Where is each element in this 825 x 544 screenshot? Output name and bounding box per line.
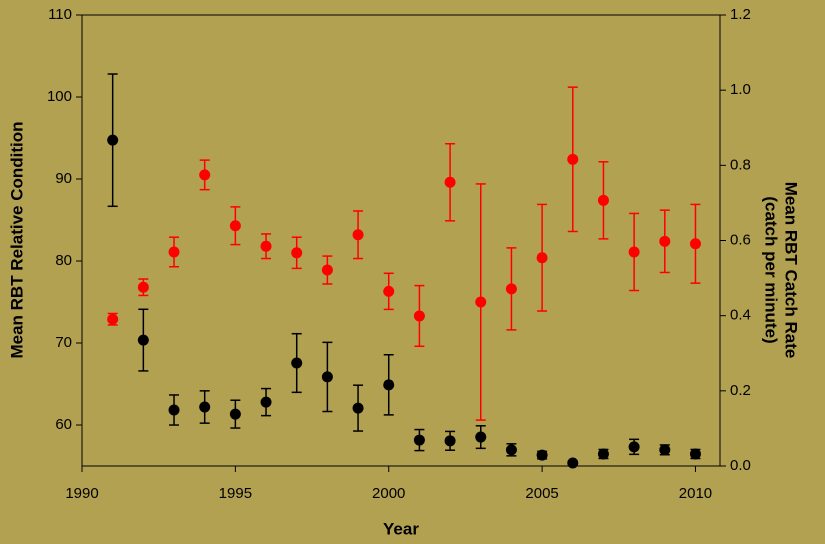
- x-tick-label: 1995: [219, 485, 252, 502]
- point: [689, 448, 701, 460]
- x-tick-label: 2010: [679, 485, 712, 502]
- point: [475, 296, 487, 308]
- y2-tick-label: 0.0: [730, 457, 751, 474]
- point: [597, 194, 609, 206]
- point: [567, 153, 579, 165]
- point: [107, 313, 119, 325]
- x-tick-label: 2005: [525, 485, 558, 502]
- point: [321, 371, 333, 383]
- point: [628, 246, 640, 258]
- x-axis-title: Year: [383, 519, 419, 538]
- point: [260, 396, 272, 408]
- point: [291, 247, 303, 259]
- point: [260, 240, 272, 252]
- point: [475, 431, 487, 443]
- point: [137, 334, 149, 346]
- point: [107, 134, 119, 146]
- point: [229, 220, 241, 232]
- point: [383, 379, 395, 391]
- point: [229, 408, 241, 420]
- point: [291, 357, 303, 369]
- y2-tick-label: 1.2: [730, 6, 751, 23]
- point: [137, 281, 149, 293]
- point: [413, 434, 425, 446]
- y2-tick-label: 0.2: [730, 382, 751, 399]
- y-tick-label: 80: [55, 252, 72, 269]
- point: [567, 457, 579, 469]
- x-tick-label: 2000: [372, 485, 405, 502]
- point: [413, 310, 425, 322]
- point: [628, 441, 640, 453]
- point: [659, 235, 671, 247]
- y-tick-label: 100: [47, 88, 72, 105]
- point: [659, 444, 671, 456]
- y-tick-label: 90: [55, 170, 72, 187]
- point: [352, 402, 364, 414]
- point: [444, 435, 456, 447]
- y2-axis-title: Mean RBT Catch Rate: [782, 182, 801, 359]
- x-tick-label: 1990: [65, 485, 98, 502]
- point: [321, 264, 333, 276]
- point: [199, 169, 211, 181]
- point: [444, 176, 456, 188]
- point: [168, 404, 180, 416]
- y-tick-label: 110: [48, 6, 72, 23]
- point: [199, 401, 211, 413]
- point: [383, 285, 395, 297]
- point: [168, 246, 180, 258]
- point: [536, 449, 548, 461]
- y2-tick-label: 0.6: [730, 231, 751, 248]
- y-tick-label: 60: [55, 416, 72, 433]
- y2-tick-label: 0.8: [730, 156, 751, 173]
- y-tick-label: 70: [55, 334, 72, 351]
- point: [505, 444, 517, 456]
- y2-tick-label: 1.0: [730, 81, 751, 98]
- point: [352, 229, 364, 241]
- y-axis-title: Mean RBT Relative Condition: [7, 121, 26, 358]
- y2-axis-title: (catch per minute): [762, 196, 781, 343]
- y2-tick-label: 0.4: [730, 307, 751, 324]
- point: [505, 283, 517, 295]
- point: [689, 238, 701, 250]
- point: [536, 252, 548, 264]
- point: [597, 448, 609, 460]
